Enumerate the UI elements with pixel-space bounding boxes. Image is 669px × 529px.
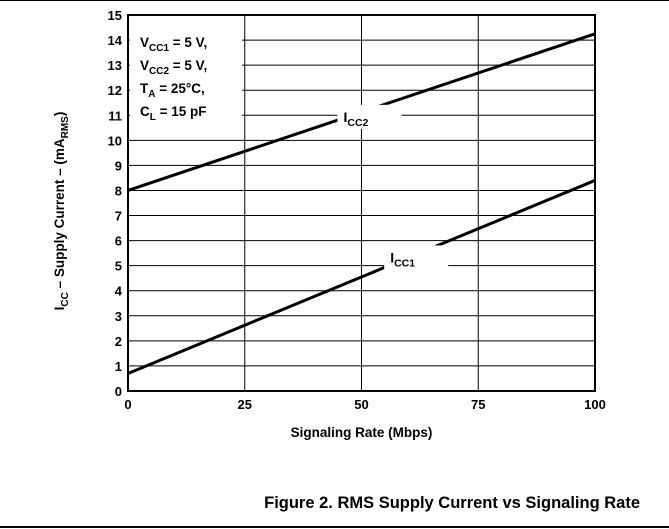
top-rule xyxy=(0,0,669,1)
y-tick-label: 13 xyxy=(108,58,122,73)
plot-frame xyxy=(127,14,596,392)
figure-caption: Figure 2. RMS Supply Current vs Signalin… xyxy=(264,494,640,512)
x-axis-label: Signaling Rate (Mbps) xyxy=(291,425,433,440)
y-tick-label: 10 xyxy=(108,133,122,148)
series-label-bg xyxy=(337,104,402,129)
y-tick-label: 7 xyxy=(115,209,122,224)
series-label-bg xyxy=(384,245,449,270)
y-tick-label: 2 xyxy=(115,334,122,349)
x-tick-labels: 0 25 50 75 100 xyxy=(124,397,605,412)
y-tick-label: 6 xyxy=(115,234,122,249)
condition-line: VCC1 = 5 V, xyxy=(140,35,207,54)
y-axis-label: ICC – Supply Current – (mARMS) xyxy=(52,112,71,311)
y-tick-label: 5 xyxy=(115,259,122,274)
y-tick-label: 9 xyxy=(115,158,122,173)
y-tick-label: 15 xyxy=(108,8,122,23)
series-label-icc1: ICC1 xyxy=(390,249,415,269)
y-axis-label-sub1: CC xyxy=(60,292,71,306)
y-axis-label-end: ) xyxy=(52,112,67,117)
y-tick-label: 4 xyxy=(115,284,123,299)
y-tick-label: 1 xyxy=(115,359,122,374)
y-axis-label-main: I xyxy=(52,307,67,311)
condition-line: VCC2 = 5 V, xyxy=(140,58,207,77)
x-tick-label: 75 xyxy=(471,397,485,412)
y-tick-label: 0 xyxy=(115,384,122,399)
condition-line: CL = 15 pF xyxy=(140,104,207,123)
y-tick-label: 14 xyxy=(108,33,123,48)
series-label-icc2: ICC2 xyxy=(343,109,368,129)
y-tick-label: 8 xyxy=(115,183,122,198)
x-tick-label: 50 xyxy=(354,397,368,412)
x-tick-label: 100 xyxy=(584,397,606,412)
bottom-rule xyxy=(0,526,669,528)
conditions-bg xyxy=(130,17,242,123)
y-tick-label: 3 xyxy=(115,309,122,324)
x-tick-label: 0 xyxy=(124,397,131,412)
x-tick-label: 25 xyxy=(238,397,252,412)
series-labels: ICC2 ICC1 xyxy=(337,104,449,270)
y-axis-label-sub2: RMS xyxy=(60,116,71,139)
condition-line: TA = 25°C, xyxy=(140,81,205,100)
y-tick-label: 12 xyxy=(108,83,122,98)
y-axis-label-mid: – Supply Current – (mA xyxy=(52,138,67,292)
y-tick-label: 11 xyxy=(108,108,122,123)
conditions-box: VCC1 = 5 V, VCC2 = 5 V, TA = 25°C, CL = 15 … xyxy=(130,17,242,123)
series-line-icc1 xyxy=(127,179,596,375)
